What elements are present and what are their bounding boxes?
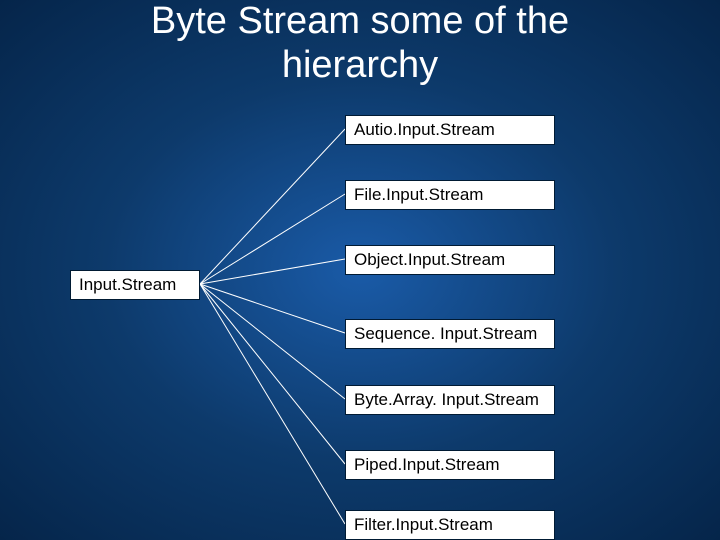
hierarchy-diagram: Input.Stream Autio.Input.Stream File.Inp…	[0, 0, 720, 540]
child-label-0: Autio.Input.Stream	[354, 120, 495, 139]
child-node-4: Byte.Array. Input.Stream	[345, 385, 555, 415]
child-node-2: Object.Input.Stream	[345, 245, 555, 275]
child-node-0: Autio.Input.Stream	[345, 115, 555, 145]
line-5	[200, 284, 345, 464]
child-label-5: Piped.Input.Stream	[354, 455, 500, 474]
line-6	[200, 284, 345, 524]
child-label-4: Byte.Array. Input.Stream	[354, 390, 539, 409]
child-node-5: Piped.Input.Stream	[345, 450, 555, 480]
child-label-3: Sequence. Input.Stream	[354, 324, 537, 343]
line-4	[200, 284, 345, 399]
line-2	[200, 259, 345, 284]
line-0	[200, 129, 345, 284]
child-node-6: Filter.Input.Stream	[345, 510, 555, 540]
root-label: Input.Stream	[79, 275, 176, 294]
child-label-1: File.Input.Stream	[354, 185, 483, 204]
child-node-3: Sequence. Input.Stream	[345, 319, 555, 349]
child-node-1: File.Input.Stream	[345, 180, 555, 210]
line-1	[200, 194, 345, 284]
line-3	[200, 284, 345, 333]
child-label-2: Object.Input.Stream	[354, 250, 505, 269]
root-node: Input.Stream	[70, 270, 200, 300]
child-label-6: Filter.Input.Stream	[354, 515, 493, 534]
